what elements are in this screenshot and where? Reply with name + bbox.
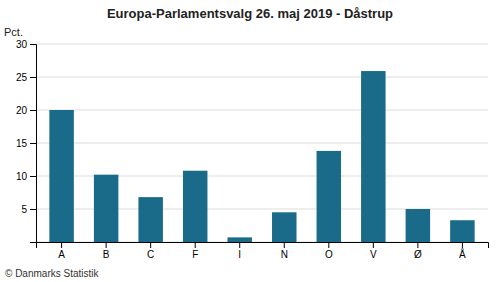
chart-container: Europa-Parlamentsvalg 26. maj 2019 - Dås… xyxy=(0,0,500,282)
x-tick-label: V xyxy=(370,249,377,260)
y-tick: 30 xyxy=(16,39,36,50)
x-tick: F xyxy=(192,242,198,260)
x-tick: B xyxy=(103,242,110,260)
x-tick-label: F xyxy=(192,249,198,260)
bar xyxy=(317,151,341,242)
bar xyxy=(406,209,430,242)
x-tick: A xyxy=(58,242,65,260)
x-tick: N xyxy=(281,242,288,260)
y-tick xyxy=(30,242,36,243)
x-tick-label: B xyxy=(103,249,110,260)
x-tick-mark xyxy=(195,242,196,248)
x-tick-label: Ø xyxy=(414,249,422,260)
grid xyxy=(36,44,488,242)
bar xyxy=(450,220,474,242)
x-tick-label: I xyxy=(238,249,241,260)
grid-line xyxy=(36,44,488,45)
x-tick-label: A xyxy=(58,249,65,260)
plot: 5 10 15 20 25 30Pct. A B C F I N O V Ø Å xyxy=(4,26,489,260)
x-tick-label: Å xyxy=(459,248,466,260)
y-tick-mark xyxy=(30,143,36,144)
footer: © Danmarks Statistik xyxy=(5,268,100,279)
x-tick-label: C xyxy=(147,249,154,260)
x-tick: C xyxy=(147,242,154,260)
x-tick-mark xyxy=(373,242,374,248)
bar xyxy=(94,175,118,242)
y-tick-label: 15 xyxy=(16,138,28,149)
chart: Europa-Parlamentsvalg 26. maj 2019 - Dås… xyxy=(0,0,500,282)
y-axis-line xyxy=(30,45,37,243)
x-tick-mark xyxy=(328,242,329,248)
x-tick: Å xyxy=(459,242,466,260)
x-tick: V xyxy=(370,242,377,260)
y-tick: 25 xyxy=(16,72,36,83)
x-axis: ABCFINOVØÅ xyxy=(37,242,489,260)
x-tick-mark xyxy=(239,242,240,248)
x-tick: O xyxy=(325,242,333,260)
y-tick-label: 25 xyxy=(16,72,28,83)
grid-line xyxy=(36,143,488,144)
y-tick: 10 xyxy=(16,171,36,182)
grid-line xyxy=(36,110,488,111)
y-tick-mark xyxy=(30,77,36,78)
y-tick-label: 10 xyxy=(16,171,28,182)
grid-line xyxy=(36,77,488,78)
bars xyxy=(49,71,474,242)
bar xyxy=(183,171,207,242)
x-tick-mark xyxy=(106,242,107,248)
y-axis: 5 10 15 20 25 30 xyxy=(16,39,37,243)
y-tick: 20 xyxy=(16,105,36,116)
bar xyxy=(138,197,162,242)
x-axis-line xyxy=(37,243,489,249)
y-axis-label: Pct. xyxy=(4,26,23,38)
y-tick-label: 30 xyxy=(16,39,28,50)
x-tick-mark xyxy=(150,242,151,248)
x-tick-mark xyxy=(61,242,62,248)
y-tick-mark xyxy=(30,110,36,111)
y-tick-mark xyxy=(30,209,36,210)
y-tick-mark xyxy=(30,242,36,243)
y-tick-label: 20 xyxy=(16,105,28,116)
x-tick-label: N xyxy=(281,249,288,260)
x-tick-label: O xyxy=(325,249,333,260)
x-tick-mark xyxy=(462,242,463,248)
y-tick-label: 5 xyxy=(21,204,27,215)
x-tick-mark xyxy=(284,242,285,248)
y-tick: 15 xyxy=(16,138,36,149)
title: Europa-Parlamentsvalg 26. maj 2019 - Dås… xyxy=(107,6,393,21)
x-tick-mark xyxy=(417,242,418,248)
x-tick: Ø xyxy=(414,242,422,260)
bar xyxy=(272,212,296,242)
y-tick-mark xyxy=(30,44,36,45)
bar xyxy=(227,237,251,242)
y-tick: 5 xyxy=(21,204,36,215)
bar xyxy=(361,71,385,242)
bar xyxy=(49,110,73,242)
y-tick-mark xyxy=(30,176,36,177)
x-tick: I xyxy=(238,242,241,260)
